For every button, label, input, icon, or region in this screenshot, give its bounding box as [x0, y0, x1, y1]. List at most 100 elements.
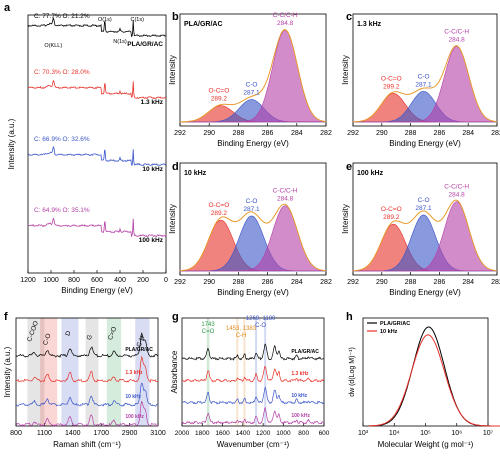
panel-b-component-name: O-C=O: [208, 88, 229, 95]
panel-g-frame: [181, 317, 325, 427]
panel-a-spectrum: [27, 145, 167, 166]
panel-a-xlabel: Binding Energy (eV): [61, 286, 133, 295]
panel-c-envelope: [352, 45, 498, 123]
panel-b-tick-label: 290: [203, 130, 215, 137]
panel-f-spectrum: [15, 382, 159, 407]
panel-f-spectrum: [16, 400, 159, 427]
panel-c-tick-label: 290: [376, 130, 388, 137]
panel-d-tick-label: 290: [203, 279, 215, 286]
panel-g-annotation: 1269, 1180: [246, 316, 276, 322]
panel-d-tick-label: 286: [262, 279, 274, 286]
panel-g-spectrum: [181, 406, 325, 425]
panel-f-band-label: C-H: [136, 335, 147, 349]
panel-g-tick-label: 2000: [175, 430, 190, 437]
panel-g-spectrum: [182, 366, 325, 383]
panel-a-composition: C: 77.7% O: 21.2%: [34, 13, 90, 20]
panel-label-c: c: [346, 11, 352, 23]
panel-a-peak-label: O(KLL): [44, 43, 62, 49]
panel-g-tick-label: 1400: [236, 430, 251, 437]
panel-f-band: [61, 318, 79, 426]
panel-a-series-label: PLA/GR/AC: [127, 41, 163, 48]
panel-c-xlabel: Binding Energy (eV): [389, 139, 461, 148]
panel-h-tick-label: 10⁶: [451, 430, 462, 437]
panel-g-xlabel: Wavenumber (cm⁻¹): [217, 440, 290, 449]
panel-d-title: 10 kHz: [184, 170, 207, 177]
panel-label-e: e: [346, 161, 352, 173]
panel-label-h: h: [346, 311, 353, 323]
panel-c-component-name: C-C/C-H: [444, 29, 469, 36]
panel-a-composition: C: 64.9% O: 35.1%: [34, 207, 90, 214]
panel-a-peak-label: C(1s): [130, 17, 144, 23]
panel-b-xlabel: Binding Energy (eV): [217, 139, 289, 148]
panel-d-tick-label: 288: [233, 279, 245, 286]
panel-f-spectrum: [15, 331, 159, 358]
panel-c-tick-label: 284: [462, 130, 474, 137]
panel-h-tick-label: 10³: [358, 430, 369, 437]
panel-label-g: g: [172, 311, 179, 323]
panel-label-b: b: [172, 11, 179, 23]
panel-f-band-label: C-O: [42, 333, 53, 347]
panel-b-component-center: 287.1: [243, 90, 260, 97]
panel-f-band-label: D: [64, 330, 72, 337]
panel-f-ylabel: Intensity (a.u.): [3, 346, 12, 397]
panel-g-tick-label: 800: [298, 430, 309, 437]
panel-a-composition: C: 66.9% O: 32.6%: [34, 136, 90, 143]
panel-b-envelope: [180, 29, 327, 123]
panel-b-tick-label: 288: [233, 130, 245, 137]
panel-a-tick-label: 0: [164, 277, 168, 284]
panel-f-xlabel: Raman shift (cm⁻¹): [53, 440, 121, 449]
panel-a-peak-label: N(1s): [113, 39, 127, 45]
panel-g-tick-label: 1600: [215, 430, 230, 437]
panel-c-tick-label: 282: [491, 130, 500, 137]
panel-h-tick-label: 10⁷: [483, 430, 494, 437]
panel-e-tick-label: 292: [347, 279, 359, 286]
panel-b-component-center: 289.2: [211, 96, 228, 103]
panel-h-xlabel: Molecular Weight (g mol⁻¹): [378, 440, 474, 449]
panel-g-spectrum: [181, 343, 325, 361]
panel-a-tick-label: 1000: [43, 277, 59, 284]
panel-f-band-label: G: [86, 334, 94, 341]
panel-h-tick-label: 10⁴: [389, 430, 400, 437]
panel-a-tick-label: 600: [91, 277, 103, 284]
panel-f-tick-label: 800: [10, 430, 22, 437]
panel-g-band: [264, 318, 267, 426]
panel-g-series-label: PLA/GR/AC: [291, 349, 319, 355]
panel-f-band: [106, 318, 122, 426]
panel-h-legend-label: 10 kHz: [380, 329, 398, 335]
panel-c-frame: [352, 13, 498, 127]
panel-label-f: f: [4, 311, 8, 323]
panel-f-tick-label: 2900: [122, 430, 138, 437]
panel-d-tick-label: 282: [320, 279, 332, 286]
panel-b-title: PLA/GR/AC: [184, 21, 223, 28]
panel-label-d: d: [172, 161, 179, 173]
panel-e-tick-label: 284: [462, 279, 474, 286]
panel-g-tick-label: 1000: [276, 430, 291, 437]
panel-g-annotation: 1743: [201, 322, 215, 328]
panel-h-legend-label: PLA/GR/AC: [380, 321, 410, 327]
panel-g-ylabel: Absorbance: [170, 350, 179, 393]
panel-f-tick-label: 3100: [150, 430, 166, 437]
panel-c-tick-label: 288: [405, 130, 417, 137]
panel-c-component-name: C-O: [418, 73, 430, 80]
panel-e-tick-label: 286: [434, 279, 446, 286]
panel-g-tick-label: 600: [319, 430, 330, 437]
panel-a-composition: C: 70.3% O: 28.0%: [34, 69, 90, 76]
panel-b-component-center: 284.8: [277, 20, 294, 27]
panel-b-tick-label: 292: [174, 130, 186, 137]
panel-a-tick-label: 1200: [20, 277, 36, 284]
panel-c-ylabel: Intensity: [341, 55, 350, 85]
panel-d-component-center: 287.1: [243, 206, 260, 213]
panel-g-band: [243, 318, 246, 426]
panel-d-frame: [179, 162, 327, 276]
panel-e-tick-label: 282: [491, 279, 500, 286]
panel-b-component-name: C-O: [246, 82, 258, 89]
panel-c-tick-label: 292: [347, 130, 359, 137]
panel-e-title: 100 kHz: [357, 170, 384, 177]
panel-a-peak-label: O(1s): [98, 17, 112, 23]
panel-a-tick-label: 200: [137, 277, 149, 284]
panel-f-tick-label: 1400: [65, 430, 81, 437]
panel-g-series-label: 1.3 kHz: [291, 371, 309, 377]
panel-g-annotation: 1453, 1383: [226, 326, 257, 332]
panel-d-envelope: [179, 203, 327, 272]
panel-a-spectrum: [27, 217, 167, 238]
